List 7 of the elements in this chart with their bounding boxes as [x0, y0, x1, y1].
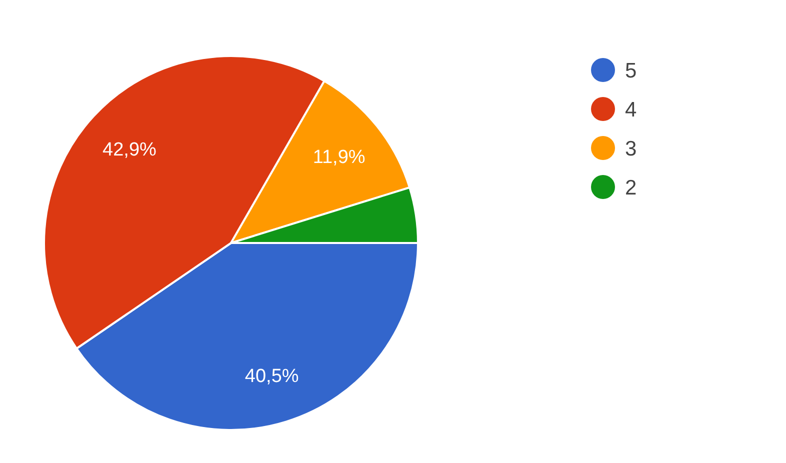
data-label: 40,5%	[244, 366, 299, 387]
data-label: 11,9%	[312, 147, 366, 168]
legend-label: 5	[625, 59, 637, 82]
data-label: 42,9%	[102, 140, 157, 161]
legend-label: 4	[625, 98, 637, 122]
legend-label: 2	[625, 176, 637, 200]
legend-label: 3	[625, 137, 637, 160]
